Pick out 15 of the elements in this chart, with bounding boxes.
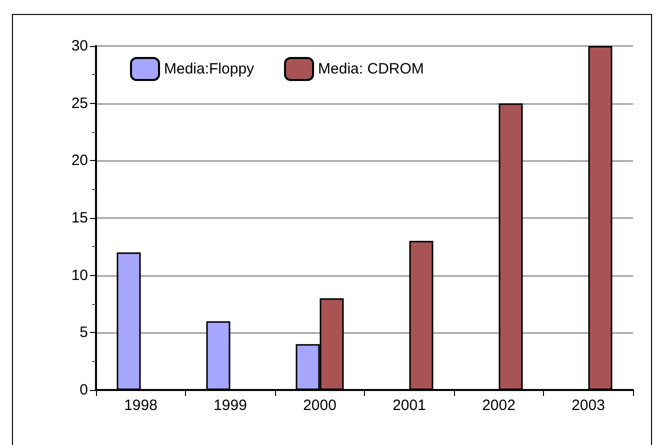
y-tick-label: 15 — [71, 210, 88, 226]
y-tick-label: 10 — [71, 266, 88, 284]
legend-label: Media:Floppy — [164, 60, 255, 78]
x-tick-label: 2003 — [572, 397, 605, 414]
y-tick-label: 0 — [80, 382, 88, 398]
y-tick-label: 5 — [80, 324, 88, 342]
x-tick-label: 1999 — [214, 397, 247, 414]
x-tick-label: 2002 — [482, 397, 516, 414]
legend-label: Media: CDROM — [318, 60, 424, 78]
x-tick-label: 2001 — [392, 397, 426, 414]
x-tick-label: 1998 — [124, 397, 158, 414]
y-tick-label: 30 — [71, 38, 88, 54]
y-tick-label: 25 — [71, 94, 88, 112]
y-tick-label: 20 — [71, 152, 88, 170]
x-tick-label: 2000 — [303, 397, 336, 414]
